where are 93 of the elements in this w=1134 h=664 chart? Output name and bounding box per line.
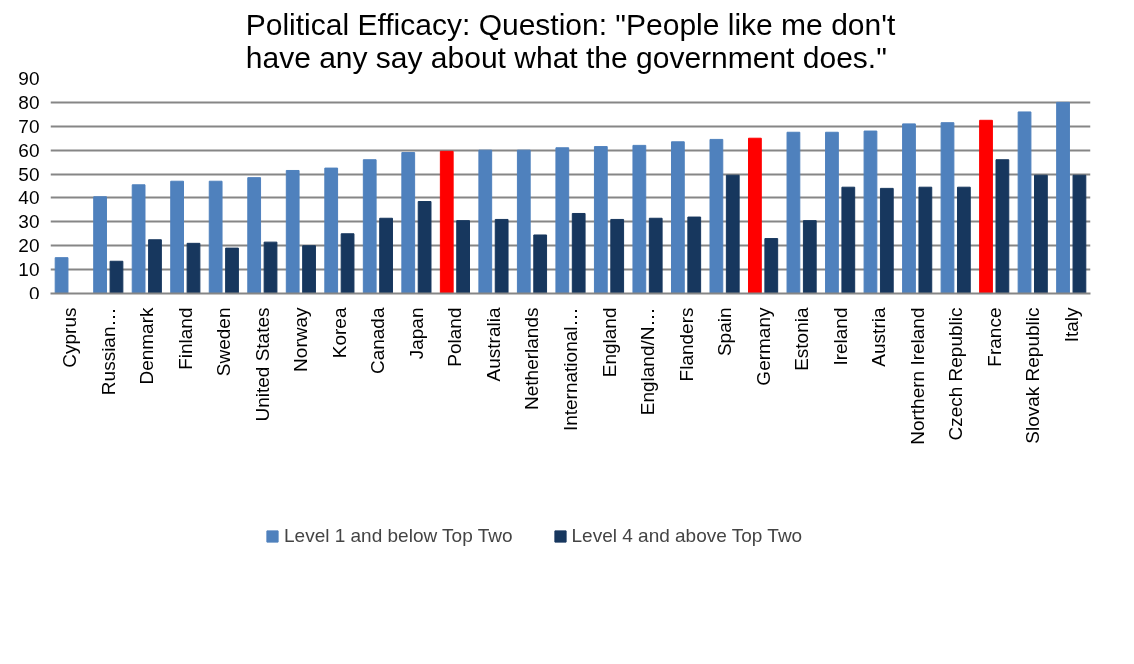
bar [1017,111,1032,294]
bar [263,241,278,294]
y-tick-label: 50 [18,163,40,185]
bar [478,149,493,294]
bar [956,186,971,294]
x-tick-label: Austria [868,307,890,367]
x-tick-label: Finland [174,307,196,370]
x-tick-label: International… [560,307,581,432]
y-tick-label: 20 [18,235,40,257]
bar [709,138,724,294]
bar [879,187,894,294]
x-tick-label: Italy [1060,307,1082,343]
x-tick-label: Slovak Republic [1022,307,1044,444]
bar [401,152,416,294]
bar [109,260,124,294]
y-tick-label: 70 [18,115,40,137]
bar [340,233,355,294]
bar [841,186,856,294]
bar [902,123,916,294]
bar [687,216,702,294]
x-tick-label: England/N… [637,307,659,416]
bar [670,141,685,294]
x-tick-label: Ireland [829,307,851,366]
y-tick-label: 30 [18,211,40,233]
bar [748,137,762,294]
bar [225,247,239,294]
y-tick-label: 60 [18,139,40,161]
x-tick-label: Czech Republic [945,307,967,441]
bar [324,167,339,294]
bar [439,150,454,294]
x-tick-label: Denmark [136,307,158,385]
bar [918,186,933,294]
y-tick-label: 40 [18,187,40,209]
bar [516,149,531,294]
bar [379,217,393,294]
bar [802,220,817,294]
x-tick-label: Sweden [213,307,235,377]
bar [302,245,316,294]
bar [247,177,262,294]
x-tick-label: England [598,307,620,378]
x-tick-label: Flanders [675,307,697,382]
x-tick-label: Spain [714,307,736,357]
x-tick-label: Poland [444,307,466,367]
bar [362,159,377,294]
bar [979,119,993,294]
chart-title: Political Efficacy: Question: "People like me don't have any say about what the government does." [245,7,896,74]
bar [186,242,201,294]
x-tick-label: Japan [405,307,427,360]
bar [593,146,608,294]
y-tick-label: 90 [18,68,40,89]
bar [285,169,300,294]
bar [632,144,647,294]
bar [533,234,548,294]
bar [786,131,801,294]
bar [571,212,586,294]
bar [148,239,162,294]
x-tick-label: Northern Ireland [906,307,928,445]
bar [208,180,223,294]
bar [863,130,878,294]
bar [825,131,839,294]
bar [1056,101,1070,294]
x-tick-label: Norway [290,307,312,372]
x-tick-label: Germany [752,307,774,386]
bar [93,196,107,294]
x-tick-label: Estonia [791,307,813,371]
bar [995,159,1010,294]
y-tick-label: 0 [28,282,40,304]
bar [610,218,625,294]
legend-label: Level 4 and above Top Two [571,525,803,547]
bar [456,220,471,294]
legend-label: Level 1 and below Top Two [284,525,513,547]
x-tick-label: Canada [367,307,389,375]
bar [417,201,432,294]
y-tick-label: 10 [18,259,40,281]
x-tick-label: United States [251,307,273,422]
bar [555,147,570,294]
y-tick-label: 80 [18,91,40,113]
bar [54,257,69,294]
bar [725,174,740,294]
bar [1034,174,1048,294]
bar [170,180,185,294]
bar [940,122,955,294]
bar [494,218,509,294]
x-tick-label: Cyprus [59,307,81,368]
bar [764,238,779,294]
bar [131,184,146,294]
x-tick-label: Australia [482,307,504,382]
bar [648,217,663,294]
x-tick-label: Russian… [97,307,119,396]
bar [1072,174,1087,294]
x-tick-label: Netherlands [521,307,543,410]
x-tick-label: Korea [328,307,350,359]
x-tick-label: France [983,307,1005,367]
